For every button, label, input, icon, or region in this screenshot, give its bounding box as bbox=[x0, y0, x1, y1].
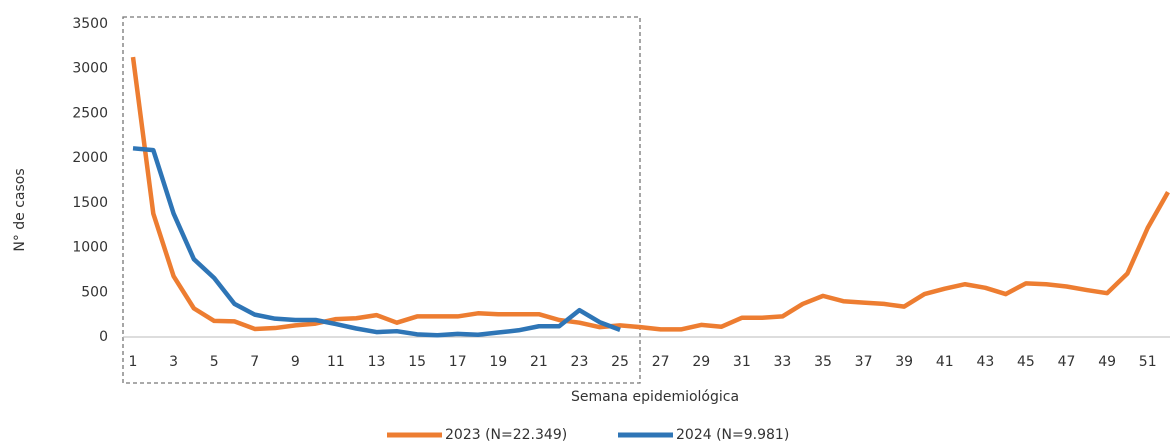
x-tick-label: 19 bbox=[489, 354, 507, 370]
x-tick-label: 27 bbox=[652, 354, 670, 370]
x-tick-label: 41 bbox=[936, 354, 954, 370]
x-tick-label: 3 bbox=[169, 354, 178, 370]
y-axis-label: N° de casos bbox=[12, 168, 28, 251]
legend-label: 2024 (N=9.981) bbox=[676, 427, 789, 443]
x-tick-label: 43 bbox=[976, 354, 994, 370]
series-line bbox=[132, 146, 621, 338]
x-tick-label: 33 bbox=[773, 354, 791, 370]
x-tick-label: 15 bbox=[408, 354, 426, 370]
x-tick-label: 11 bbox=[327, 354, 345, 370]
x-axis-label: Semana epidemiológica bbox=[571, 389, 739, 405]
x-tick-label: 29 bbox=[692, 354, 710, 370]
y-tick-label: 1500 bbox=[72, 195, 108, 211]
y-tick-label: 2500 bbox=[72, 105, 108, 121]
x-tick-label: 35 bbox=[814, 354, 832, 370]
y-tick-label: 3500 bbox=[72, 16, 108, 32]
x-tick-label: 13 bbox=[368, 354, 386, 370]
x-tick-label: 49 bbox=[1098, 354, 1116, 370]
series-line bbox=[130, 56, 1170, 332]
x-tick-label: 7 bbox=[250, 354, 259, 370]
y-tick-label: 500 bbox=[81, 284, 108, 300]
x-tick-label: 21 bbox=[530, 354, 548, 370]
highlight-box bbox=[122, 16, 641, 384]
x-tick-label: 23 bbox=[571, 354, 589, 370]
y-tick-label: 3000 bbox=[72, 61, 108, 77]
x-tick-label: 9 bbox=[291, 354, 300, 370]
y-tick-label: 0 bbox=[99, 329, 108, 345]
x-tick-label: 39 bbox=[895, 354, 913, 370]
x-tick-label: 47 bbox=[1058, 354, 1076, 370]
x-tick-label: 31 bbox=[733, 354, 751, 370]
x-tick-label: 1 bbox=[129, 354, 138, 370]
y-tick-label: 2000 bbox=[72, 150, 108, 166]
x-tick-label: 45 bbox=[1017, 354, 1035, 370]
x-tick-label: 37 bbox=[855, 354, 873, 370]
x-tick-label: 5 bbox=[210, 354, 219, 370]
x-tick-label: 17 bbox=[449, 354, 467, 370]
y-tick-label: 1000 bbox=[72, 240, 108, 256]
x-tick-label: 51 bbox=[1139, 354, 1157, 370]
legend-label: 2023 (N=22.349) bbox=[445, 427, 567, 443]
x-tick-label: 25 bbox=[611, 354, 629, 370]
